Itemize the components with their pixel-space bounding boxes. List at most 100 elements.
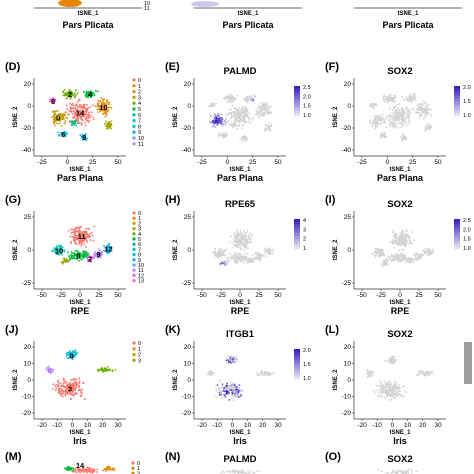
legend-swatch [132, 273, 136, 277]
cell-point [372, 105, 375, 108]
cell-point [66, 113, 69, 115]
legend-swatch [132, 216, 136, 220]
cell-point [243, 117, 246, 119]
cell-point [424, 113, 427, 116]
cell-point [111, 370, 114, 372]
cell-point [240, 257, 242, 259]
legend-label: 7 [138, 119, 141, 125]
cell-point [229, 93, 232, 96]
cell-point [256, 254, 259, 257]
cell-point [102, 101, 105, 103]
cell-point [393, 236, 395, 239]
y-tick-label: 0 [187, 103, 191, 110]
cell-point [63, 380, 65, 383]
cell-point [374, 392, 377, 394]
cell-point [215, 255, 217, 257]
cell-point [228, 123, 231, 126]
cell-point [86, 119, 89, 122]
cell-point [403, 237, 405, 240]
cell-point [397, 112, 399, 115]
cell-point [236, 246, 239, 248]
cell-point [88, 466, 91, 469]
cell-point [58, 246, 61, 249]
cell-point [221, 135, 224, 138]
cell-point [239, 121, 241, 124]
cell-point [412, 261, 415, 263]
cell-point [63, 88, 66, 91]
cell-point [377, 115, 379, 118]
cell-point [52, 114, 55, 117]
cell-point [405, 261, 407, 264]
colorbar-segment [294, 239, 300, 242]
cell-point [395, 242, 398, 245]
cell-point [51, 110, 54, 113]
cell-point [57, 384, 60, 387]
cell-point [397, 252, 400, 255]
x-tick-label: 25 [255, 292, 263, 299]
cell-point [247, 116, 250, 119]
cell-point [238, 384, 241, 387]
cell-point [212, 103, 215, 106]
cell-point [76, 104, 79, 107]
cell-point [428, 109, 430, 111]
cell-point [68, 102, 71, 105]
x-tick-label: -20 [357, 422, 367, 429]
cell-point [422, 100, 425, 102]
cell-point [89, 106, 92, 108]
cell-point [237, 235, 240, 238]
cell-point [63, 250, 66, 253]
cell-point [417, 106, 420, 109]
cell-point [78, 377, 81, 380]
cell-point [64, 259, 67, 262]
cell-point [81, 234, 84, 237]
cell-point [56, 383, 58, 386]
cell-point [372, 390, 375, 392]
x-tick-label: 50 [114, 159, 122, 166]
cell-point [217, 113, 220, 116]
x-axis-label: tSNE_1 [397, 11, 419, 17]
cell-point [383, 118, 386, 121]
cell-point [257, 470, 260, 473]
cell-point [263, 104, 266, 107]
cell-point [102, 469, 105, 472]
cell-point [387, 399, 390, 402]
cell-point [91, 94, 94, 97]
x-tick-label: -25 [197, 159, 207, 166]
cell-point [78, 241, 81, 243]
cell-point [236, 358, 238, 360]
cell-point [80, 394, 83, 397]
colorbar-segment [294, 226, 300, 230]
cell-point [408, 94, 411, 97]
cell-point [82, 382, 84, 385]
y-tick-label: -20 [182, 410, 192, 417]
cell-point [217, 121, 220, 124]
cell-point [76, 230, 79, 233]
cell-point [78, 112, 81, 114]
cell-point [270, 124, 273, 127]
y-tick-label: -10 [22, 394, 32, 401]
tissue-label: RPE [71, 306, 90, 316]
cell-point [53, 110, 56, 112]
x-tick-label: 0 [71, 422, 75, 429]
cell-point [212, 115, 214, 118]
cell-point [219, 263, 222, 265]
cell-point [240, 248, 242, 251]
cell-point [103, 122, 106, 125]
cell-point [249, 122, 252, 125]
colorbar-segment [294, 241, 300, 245]
cell-point [92, 118, 95, 121]
cell-point [80, 105, 83, 108]
cell-point [73, 256, 75, 259]
x-axis-label: tSNE_1 [77, 11, 99, 17]
cell-point [75, 111, 78, 114]
tissue-label: Pars Plana [377, 173, 424, 183]
colorbar-segment [294, 371, 300, 375]
cell-point [85, 239, 88, 242]
cell-point [225, 95, 228, 98]
cell-point [409, 240, 411, 243]
cell-point [223, 264, 226, 266]
cell-point [51, 250, 54, 253]
cell-point [63, 386, 66, 389]
cell-point [418, 369, 421, 372]
